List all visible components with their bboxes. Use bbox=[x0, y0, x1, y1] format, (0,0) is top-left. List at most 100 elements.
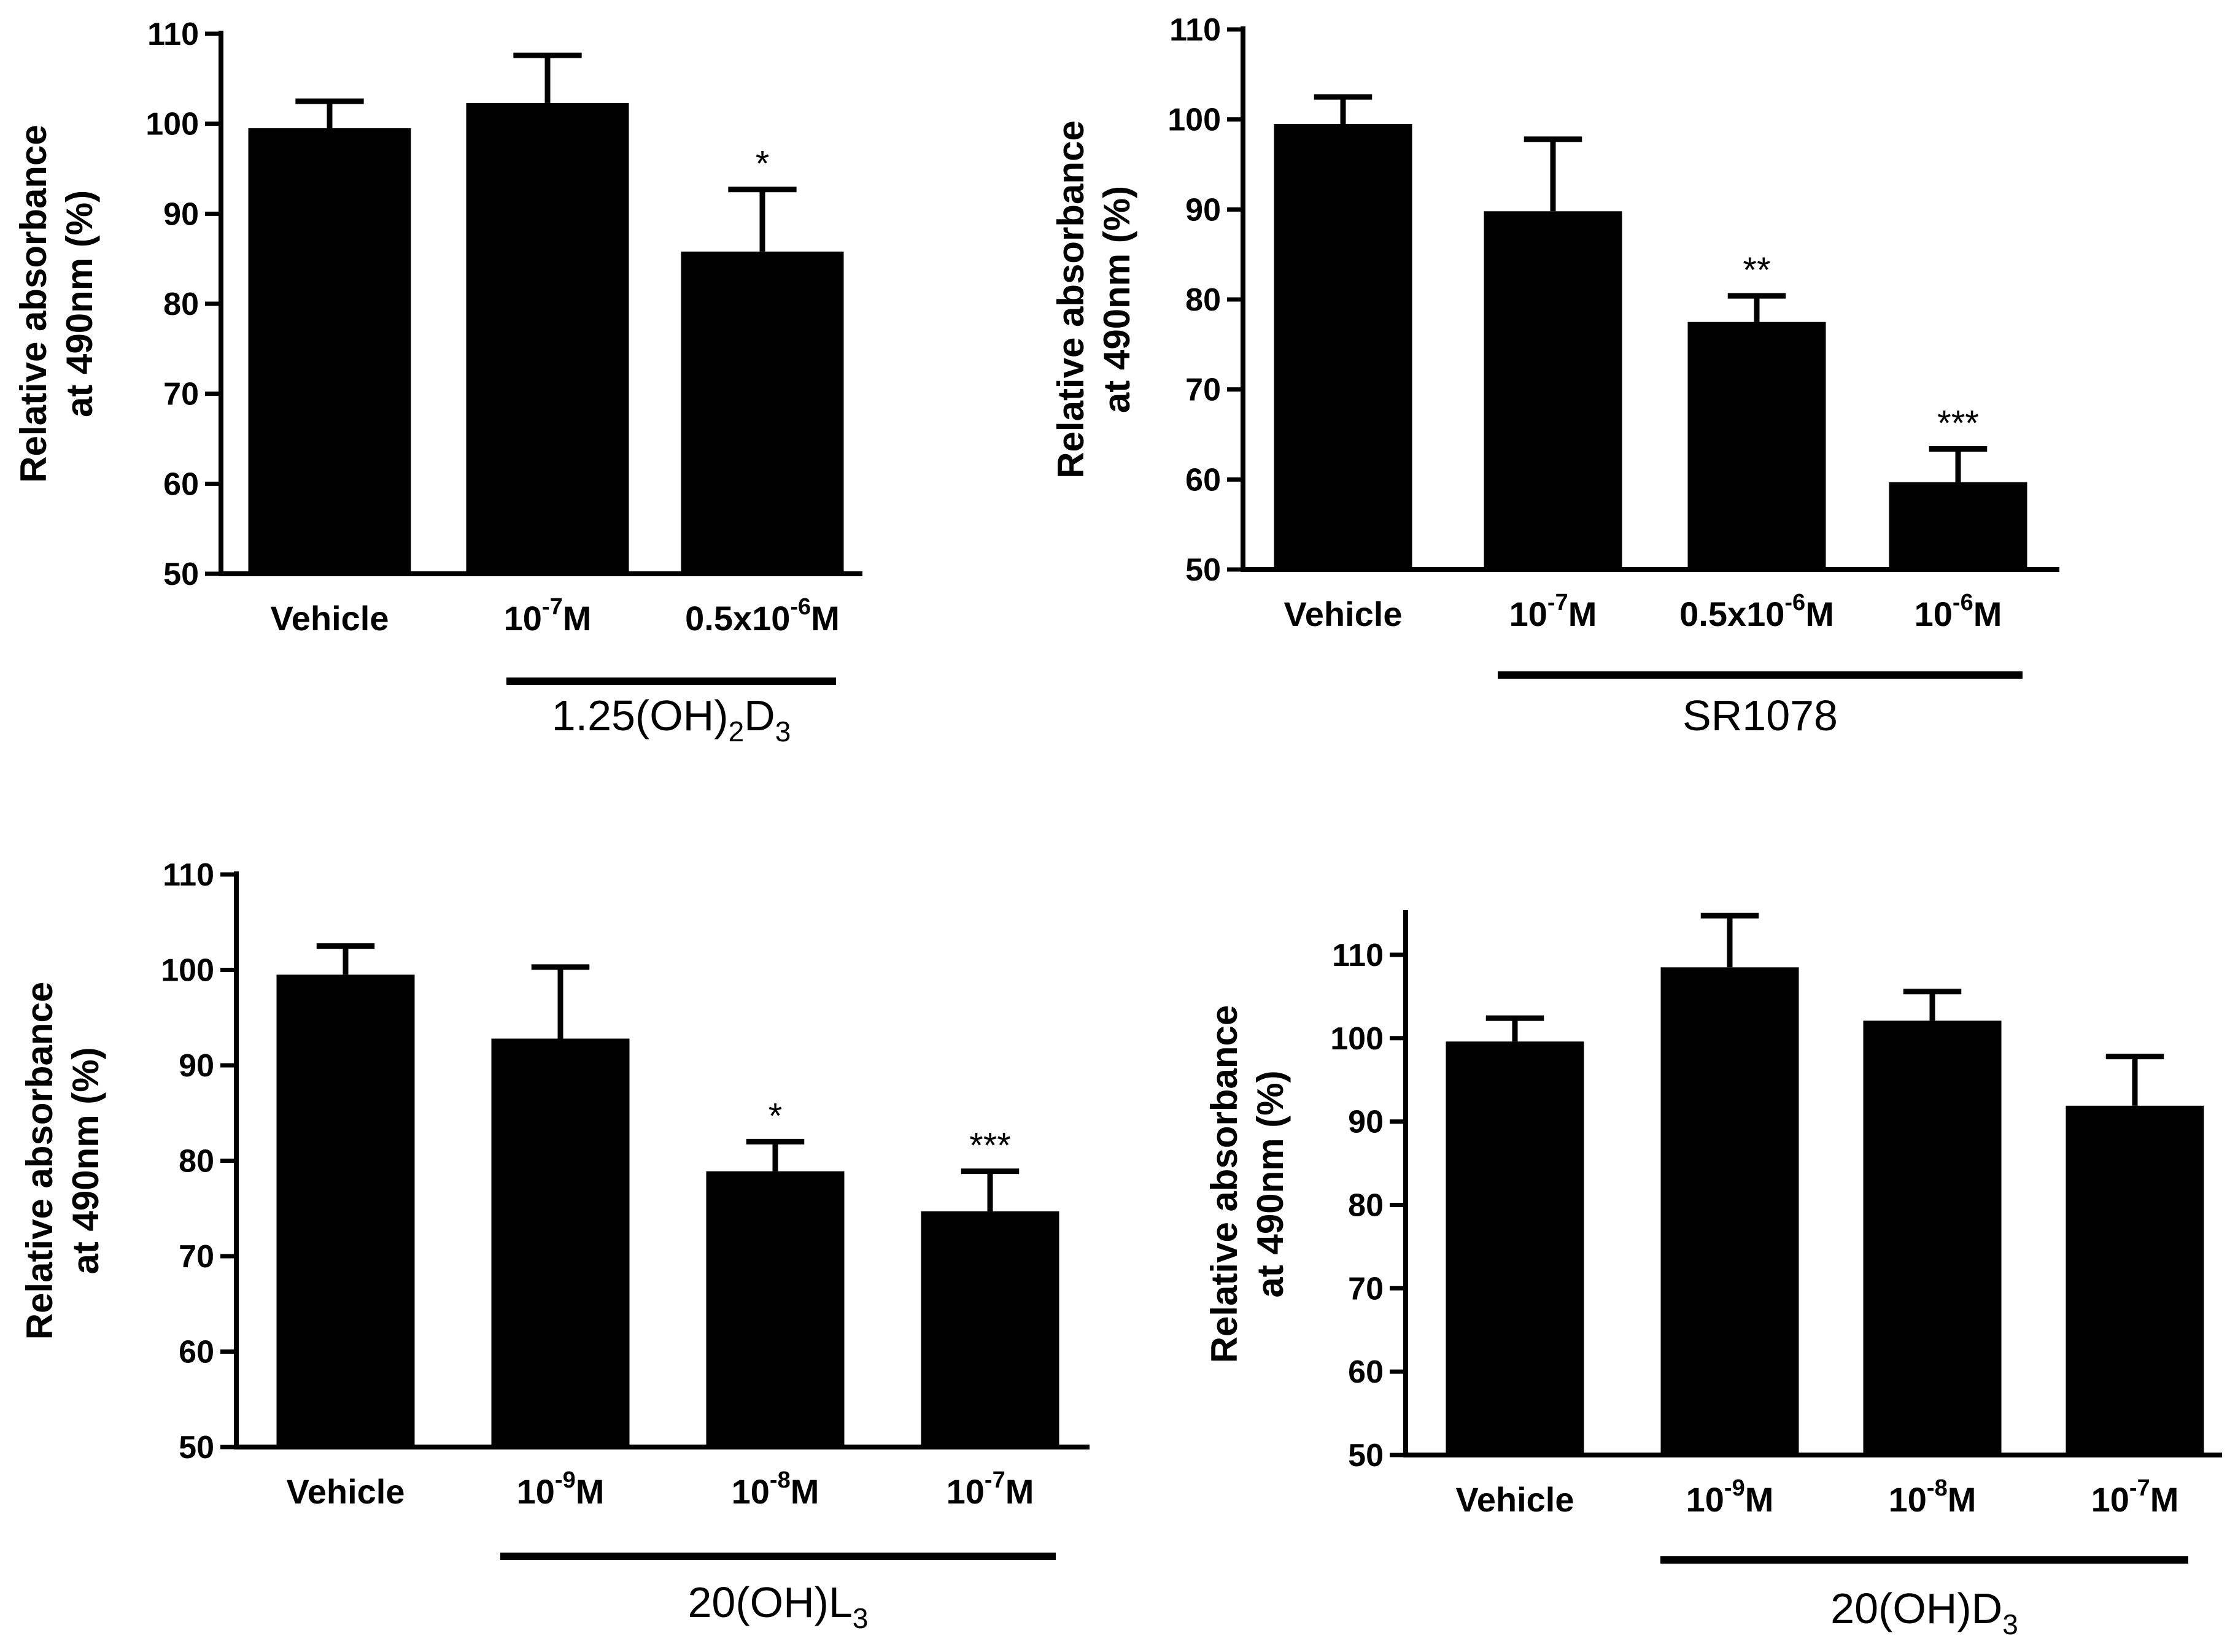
label-base: 10 bbox=[1509, 595, 1547, 633]
y-tick-label: 110 bbox=[1169, 12, 1221, 48]
y-tick-label: 100 bbox=[1330, 1021, 1384, 1057]
x-tick-label: 10-9M bbox=[517, 1467, 605, 1511]
x-tick-label: 10-7M bbox=[1509, 590, 1597, 633]
x-tick-label: 10-8M bbox=[732, 1467, 819, 1511]
group-label: 20(OH)L3 bbox=[687, 1578, 868, 1634]
y-tick-label: 50 bbox=[163, 557, 199, 592]
y-tick-label: 60 bbox=[163, 466, 199, 502]
bar bbox=[681, 251, 844, 574]
significance-label: *** bbox=[1937, 403, 1979, 443]
bar bbox=[1863, 1021, 2002, 1455]
y-axis-label: Relative absorbance bbox=[19, 982, 60, 1340]
label-base: Vehicle bbox=[286, 1472, 405, 1511]
bar bbox=[2066, 1105, 2204, 1455]
label-unit: M bbox=[576, 1472, 605, 1511]
label-base: 10 bbox=[504, 599, 542, 638]
group-label-base: 20(OH)D bbox=[1830, 1584, 2002, 1632]
y-tick-label: 60 bbox=[1348, 1354, 1384, 1390]
label-unit: M bbox=[563, 599, 592, 638]
group-label-base: 20(OH)L bbox=[687, 1578, 852, 1626]
group-label: 1.25(OH)2D3 bbox=[552, 692, 791, 747]
y-tick-label: 100 bbox=[145, 107, 199, 142]
x-tick-label: Vehicle bbox=[286, 1472, 405, 1511]
label-unit: M bbox=[2150, 1480, 2179, 1519]
y-tick-label: 80 bbox=[1185, 282, 1221, 318]
y-tick-label: 60 bbox=[1185, 462, 1221, 498]
bar bbox=[1660, 967, 1799, 1455]
y-axis-label: Relative absorbance bbox=[13, 125, 54, 483]
x-tick-label: 10-9M bbox=[1686, 1475, 1774, 1519]
y-tick-label: 110 bbox=[147, 17, 199, 52]
y-tick-label: 70 bbox=[163, 377, 199, 412]
bar bbox=[1889, 482, 2027, 569]
label-base: Vehicle bbox=[270, 599, 389, 638]
y-tick-label: 90 bbox=[163, 196, 199, 232]
bar bbox=[491, 1038, 630, 1447]
y-tick-label: 110 bbox=[1332, 938, 1384, 973]
label-exponent: -9 bbox=[1724, 1475, 1745, 1501]
label-unit: M bbox=[1805, 595, 1834, 633]
label-exponent: -8 bbox=[1927, 1475, 1948, 1501]
bar bbox=[276, 975, 415, 1447]
label-unit: M bbox=[1948, 1480, 1977, 1519]
y-tick-label: 90 bbox=[179, 1048, 214, 1084]
group-label-subscript: 2 bbox=[729, 716, 745, 747]
label-base: 10 bbox=[1889, 1480, 1927, 1519]
x-tick-label: 0.5x10-6M bbox=[685, 594, 840, 638]
label-base: 10 bbox=[517, 1472, 555, 1511]
x-tick-label: Vehicle bbox=[1455, 1480, 1574, 1519]
label-base: 10 bbox=[2091, 1480, 2129, 1519]
y-axis-label: at 490nm (%) bbox=[59, 190, 100, 417]
bar bbox=[466, 102, 629, 574]
label-base: 0.5x10 bbox=[1679, 595, 1784, 633]
label-unit: M bbox=[1745, 1480, 1774, 1519]
x-tick-label: 10-7M bbox=[2091, 1475, 2179, 1519]
label-exponent: -6 bbox=[1784, 590, 1805, 616]
label-unit: M bbox=[1005, 1472, 1034, 1511]
label-base: Vehicle bbox=[1284, 595, 1402, 633]
group-label-subscript: 3 bbox=[775, 716, 791, 747]
y-tick-label: 100 bbox=[161, 953, 214, 989]
y-tick-label: 60 bbox=[179, 1335, 214, 1370]
x-tick-label: 0.5x10-6M bbox=[1679, 590, 1834, 633]
significance-label: * bbox=[756, 144, 770, 184]
label-exponent: -7 bbox=[2129, 1475, 2150, 1501]
group-label: 20(OH)D3 bbox=[1830, 1584, 2018, 1640]
x-tick-label: 10-7M bbox=[504, 594, 592, 638]
y-axis-label: at 490nm (%) bbox=[1250, 1070, 1291, 1297]
group-label: SR1078 bbox=[1682, 692, 1838, 739]
x-tick-label: Vehicle bbox=[1284, 595, 1402, 633]
y-tick-label: 80 bbox=[163, 287, 199, 322]
y-tick-label: 80 bbox=[1348, 1187, 1384, 1223]
label-unit: M bbox=[811, 599, 840, 638]
significance-label: ** bbox=[1743, 250, 1770, 290]
y-tick-label: 70 bbox=[1185, 372, 1221, 408]
bar bbox=[706, 1171, 845, 1447]
label-exponent: -6 bbox=[790, 594, 811, 620]
significance-label: *** bbox=[969, 1126, 1011, 1166]
group-label-subscript: 3 bbox=[2002, 1608, 2018, 1640]
label-exponent: -7 bbox=[1547, 590, 1568, 616]
bar bbox=[1484, 211, 1622, 569]
y-tick-label: 50 bbox=[1185, 552, 1221, 588]
x-tick-label: 10-8M bbox=[1889, 1475, 1977, 1519]
group-label-base: SR1078 bbox=[1682, 692, 1838, 739]
label-exponent: -7 bbox=[985, 1467, 1005, 1493]
y-tick-label: 70 bbox=[1348, 1271, 1384, 1307]
y-axis-label: at 490nm (%) bbox=[65, 1047, 106, 1274]
label-base: 0.5x10 bbox=[685, 599, 790, 638]
label-exponent: -9 bbox=[555, 1467, 576, 1493]
bar bbox=[1446, 1041, 1584, 1455]
y-tick-label: 80 bbox=[179, 1144, 214, 1179]
label-exponent: -6 bbox=[1953, 590, 1973, 616]
y-tick-label: 90 bbox=[1185, 192, 1221, 228]
label-base: 10 bbox=[1915, 595, 1953, 633]
y-tick-label: 50 bbox=[179, 1430, 214, 1465]
x-tick-label: 10-7M bbox=[947, 1467, 1034, 1511]
y-tick-label: 50 bbox=[1348, 1438, 1384, 1473]
